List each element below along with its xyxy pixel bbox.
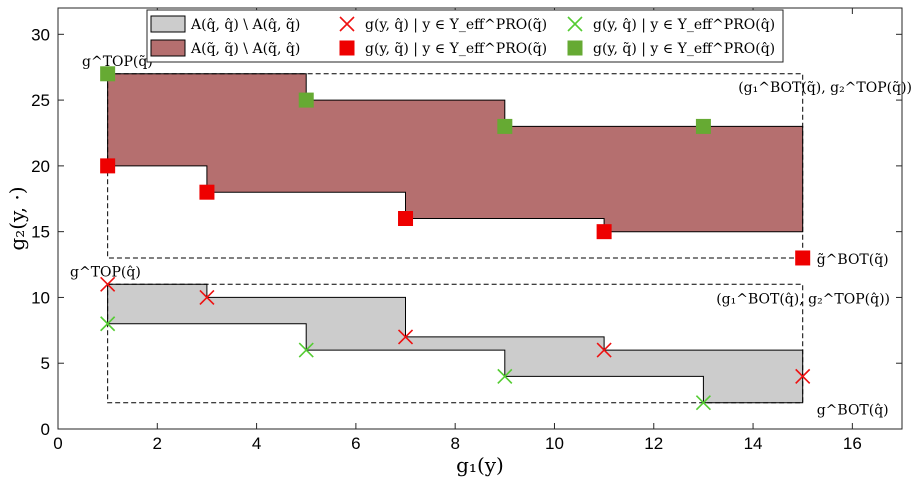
legend: A(q̂, q̂) \ A(q̂, q̃) A(q̃, q̃) \ A(q̃, q… bbox=[146, 9, 784, 63]
x-axis-label: g₁(y) bbox=[456, 453, 504, 477]
legend-marker bbox=[567, 40, 583, 56]
series-1-point-3 bbox=[695, 395, 711, 411]
legend-label: A(q̂, q̂) \ A(q̂, q̃) bbox=[190, 17, 300, 33]
x-tick-label: 4 bbox=[252, 434, 261, 453]
legend-label: g(y, q̂) | y ∈ Y_eff^PRO(q̂) bbox=[593, 17, 775, 33]
x-tick-label: 14 bbox=[744, 434, 763, 453]
legend-marker bbox=[567, 16, 583, 32]
series-1-point-0 bbox=[100, 316, 116, 332]
plot-frame bbox=[57, 7, 903, 430]
y-tick-label: 0 bbox=[41, 420, 50, 439]
region-1 bbox=[107, 73, 804, 233]
y-tick-label: 5 bbox=[41, 354, 50, 373]
y-tick-label: 20 bbox=[31, 157, 50, 176]
legend-label: A(q̃, q̃) \ A(q̃, q̂) bbox=[190, 41, 300, 57]
region-0 bbox=[107, 283, 804, 404]
y-tick-label: 30 bbox=[31, 25, 50, 44]
series-0-point-4 bbox=[795, 368, 811, 384]
x-tick-label: 16 bbox=[843, 434, 862, 453]
series-3-point-0 bbox=[100, 66, 116, 82]
series-2-point-1 bbox=[199, 184, 215, 200]
x-tick-label: 10 bbox=[545, 434, 564, 453]
legend-marker bbox=[339, 40, 355, 56]
legend-label: g(y, q̂) | y ∈ Y_eff^PRO(q̃) bbox=[365, 17, 547, 33]
series-3-point-2 bbox=[497, 118, 513, 134]
legend-box bbox=[146, 9, 784, 63]
y-axis-label: g₂(y, ·) bbox=[5, 186, 29, 250]
legend-marker bbox=[339, 16, 355, 32]
series-0-point-0 bbox=[100, 276, 116, 292]
legend-label: g(y, q̃) | y ∈ Y_eff^PRO(q̂) bbox=[593, 41, 775, 57]
regions-layer bbox=[107, 73, 804, 404]
x-tick-label: 0 bbox=[53, 434, 62, 453]
x-tick-label: 2 bbox=[153, 434, 162, 453]
series-2-point-3 bbox=[596, 224, 612, 240]
axis-ticks: 0 2 4 6 8 10 12 14 16 0 5 10 15 20 25 30 bbox=[31, 8, 902, 453]
annotation-4: (g₁^BOT(q̂), g₂^TOP(q̂)) bbox=[716, 291, 890, 307]
series-2-point-4 bbox=[795, 250, 811, 266]
legend-swatch bbox=[150, 39, 186, 57]
y-tick-label: 25 bbox=[31, 91, 50, 110]
series-3-point-1 bbox=[298, 92, 314, 108]
x-tick-label: 12 bbox=[644, 434, 663, 453]
x-tick-label: 6 bbox=[351, 434, 360, 453]
series-0-point-3 bbox=[596, 342, 612, 358]
annotations-layer: g^TOP(q̃) (g₁^BOT(q̃), g₂^TOP(q̃)) g̃^BOT(… bbox=[70, 54, 912, 419]
series-0-point-1 bbox=[199, 289, 215, 306]
series-2-point-0 bbox=[100, 158, 116, 174]
series-2-point-2 bbox=[398, 211, 414, 226]
dashed-box-1 bbox=[107, 283, 804, 404]
annotation-1: (g₁^BOT(q̃), g₂^TOP(q̃)) bbox=[738, 80, 912, 96]
annotation-0: g^TOP(q̃) bbox=[82, 54, 153, 70]
markers-layer bbox=[100, 66, 811, 411]
annotation-3: g^TOP(q̂) bbox=[70, 264, 141, 280]
series-0-point-2 bbox=[397, 329, 414, 345]
series-3-point-3 bbox=[695, 118, 711, 134]
x-tick-label: 8 bbox=[450, 434, 459, 453]
legend-label: g(y, q̃) | y ∈ Y_eff^PRO(q̃) bbox=[365, 41, 547, 57]
legend-swatch bbox=[150, 15, 186, 33]
y-tick-label: 10 bbox=[31, 288, 50, 307]
series-1-point-1 bbox=[298, 342, 314, 358]
annotation-5: g^BOT(q̂) bbox=[817, 403, 889, 419]
y-tick-label: 15 bbox=[31, 223, 50, 242]
annotation-2: g̃^BOT(q̃) bbox=[817, 252, 889, 268]
series-1-point-2 bbox=[497, 368, 513, 384]
